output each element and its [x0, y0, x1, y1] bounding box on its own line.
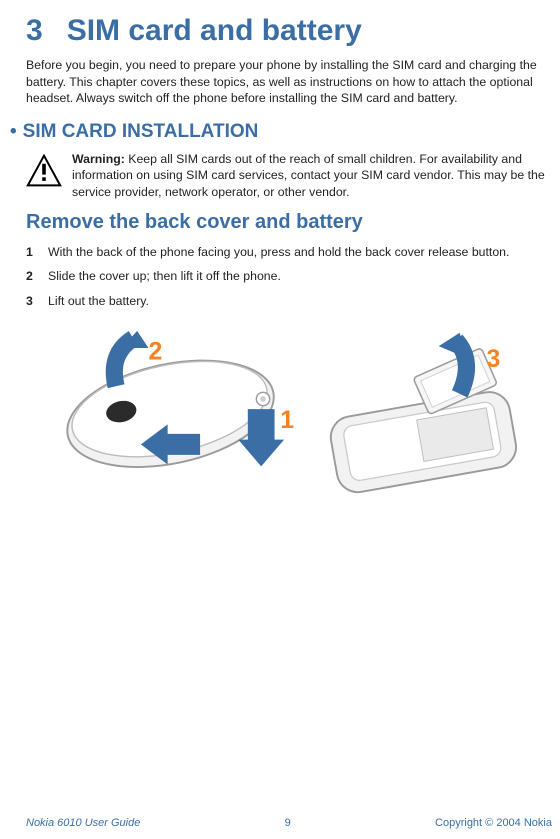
step-text: Slide the cover up; then lift it off the…	[48, 268, 552, 285]
step-number: 1	[26, 244, 48, 261]
chapter-intro: Before you begin, you need to prepare yo…	[26, 57, 552, 107]
step-number: 2	[26, 268, 48, 285]
warning-label: Warning:	[72, 152, 125, 166]
step-row: 3 Lift out the battery.	[26, 293, 552, 310]
step-row: 2 Slide the cover up; then lift it off t…	[26, 268, 552, 285]
step-number: 3	[26, 293, 48, 310]
figure-label-2: 2	[149, 339, 163, 366]
footer-guide-title: Nokia 6010 User Guide	[26, 817, 140, 829]
step-row: 1 With the back of the phone facing you,…	[26, 244, 552, 261]
chapter-title: 3 SIM card and battery	[26, 14, 552, 47]
instruction-figure: 2 1 3	[36, 327, 552, 542]
subsection-title: Remove the back cover and battery	[26, 211, 552, 234]
chapter-number: 3	[26, 14, 43, 47]
section-bullet: •	[10, 121, 17, 142]
chapter-title-text: SIM card and battery	[67, 14, 362, 47]
footer-page-number: 9	[285, 817, 291, 829]
warning-icon	[26, 153, 62, 189]
figure-label-3: 3	[486, 346, 500, 373]
warning-block: Warning: Keep all SIM cards out of the r…	[26, 151, 552, 201]
warning-body: Keep all SIM cards out of the reach of s…	[72, 152, 545, 199]
page-footer: Nokia 6010 User Guide 9 Copyright © 2004…	[26, 817, 552, 829]
section-title-text: SIM CARD INSTALLATION	[23, 121, 259, 142]
warning-text: Warning: Keep all SIM cards out of the r…	[72, 151, 552, 201]
steps-list: 1 With the back of the phone facing you,…	[26, 244, 552, 310]
step-text: Lift out the battery.	[48, 293, 552, 310]
step-text: With the back of the phone facing you, p…	[48, 244, 552, 261]
figure-label-1: 1	[280, 408, 294, 435]
section-title: • SIM CARD INSTALLATION	[10, 121, 552, 143]
footer-copyright: Copyright © 2004 Nokia	[435, 817, 552, 829]
